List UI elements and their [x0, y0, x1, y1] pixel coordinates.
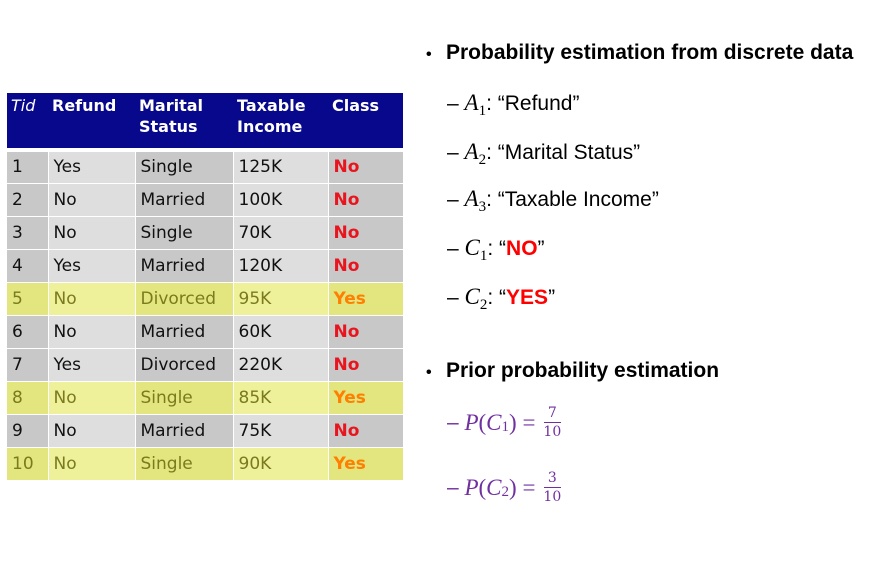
cell-marital: Married	[134, 182, 233, 216]
cell-income: 90K	[232, 446, 328, 480]
table-row: 9 No Married 75K No	[7, 413, 403, 447]
cell-income: 220K	[232, 347, 328, 381]
cell-income: 75K	[232, 413, 328, 447]
header-refund: Refund	[48, 93, 135, 150]
cell-tid: 10	[7, 446, 48, 480]
cell-refund: No	[47, 380, 135, 414]
table-row: 3 No Single 70K No	[7, 215, 403, 249]
cell-class: Yes	[327, 446, 403, 480]
cell-income: 70K	[232, 215, 328, 249]
cell-refund: No	[47, 215, 135, 249]
cell-tid: 4	[7, 248, 48, 282]
fraction-c1: 7 10	[543, 405, 562, 440]
cell-tid: 2	[7, 182, 48, 216]
attribute-a3: – A3: “Taxable Income”	[447, 186, 659, 215]
cell-class: Yes	[327, 380, 403, 414]
cell-refund: Yes	[47, 148, 135, 183]
header-taxable-income: Taxable Income	[233, 93, 328, 150]
header-marital-status: Marital Status	[135, 93, 233, 150]
table-row: 2 No Married 100K No	[7, 182, 403, 216]
cell-class: No	[327, 215, 403, 249]
cell-tid: 6	[7, 314, 48, 348]
cell-tid: 3	[7, 215, 48, 249]
cell-refund: Yes	[47, 347, 135, 381]
cell-marital: Divorced	[134, 281, 233, 315]
cell-income: 100K	[232, 182, 328, 216]
class-c1: – C1: “NO”	[447, 235, 545, 264]
attribute-a2: – A2: “Marital Status”	[447, 139, 641, 168]
cell-income: 60K	[232, 314, 328, 348]
table-header-row: Tid Refund Marital Status Taxable Income C…	[7, 93, 403, 150]
cell-class: No	[327, 248, 403, 282]
cell-income: 125K	[232, 148, 328, 183]
table-row-highlighted: 10 No Single 90K Yes	[7, 446, 403, 480]
table-row: 7 Yes Divorced 220K No	[7, 347, 403, 381]
cell-refund: No	[47, 413, 135, 447]
cell-income: 95K	[232, 281, 328, 315]
cell-marital: Married	[134, 413, 233, 447]
table-row-highlighted: 8 No Single 85K Yes	[7, 380, 403, 414]
formula-prior-c2: – P(C 2) = 3 10	[447, 470, 562, 505]
formula-prior-c1: – P(C 1) = 7 10	[447, 405, 562, 440]
section-title-discrete-estimation: • Probability estimation from discrete da…	[426, 41, 854, 64]
class-c2: – C2: “YES”	[447, 284, 556, 313]
cell-class: No	[327, 314, 403, 348]
cell-class: No	[327, 347, 403, 381]
cell-tid: 9	[7, 413, 48, 447]
table-row: 6 No Married 60K No	[7, 314, 403, 348]
cell-class: No	[327, 182, 403, 216]
cell-marital: Single	[134, 380, 233, 414]
cell-marital: Single	[134, 215, 233, 249]
cell-tid: 5	[7, 281, 48, 315]
cell-refund: No	[47, 314, 135, 348]
cell-income: 85K	[232, 380, 328, 414]
cell-refund: Yes	[47, 248, 135, 282]
cell-marital: Single	[134, 148, 233, 183]
table-row: 4 Yes Married 120K No	[7, 248, 403, 282]
cell-refund: No	[47, 182, 135, 216]
cell-marital: Divorced	[134, 347, 233, 381]
cell-refund: No	[47, 281, 135, 315]
cell-class: No	[327, 413, 403, 447]
cell-marital: Single	[134, 446, 233, 480]
section-title-prior-probability: • Prior probability estimation	[426, 359, 720, 382]
cell-marital: Married	[134, 314, 233, 348]
cell-class: Yes	[327, 281, 403, 315]
bullet-icon: •	[426, 46, 432, 63]
header-class: Class	[328, 93, 403, 150]
attribute-a1: – A1: “Refund”	[447, 90, 580, 119]
training-data-table: Tid Refund Marital Status Taxable Income C…	[7, 93, 403, 480]
fraction-c2: 3 10	[543, 470, 562, 505]
table-row: 1 Yes Single 125K No	[7, 148, 403, 183]
cell-tid: 7	[7, 347, 48, 381]
cell-tid: 1	[7, 148, 48, 183]
cell-refund: No	[47, 446, 135, 480]
cell-income: 120K	[232, 248, 328, 282]
header-tid: Tid	[7, 93, 48, 150]
cell-tid: 8	[7, 380, 48, 414]
table-row-highlighted: 5 No Divorced 95K Yes	[7, 281, 403, 315]
cell-class: No	[327, 148, 403, 183]
cell-marital: Married	[134, 248, 233, 282]
bullet-icon: •	[426, 364, 432, 381]
